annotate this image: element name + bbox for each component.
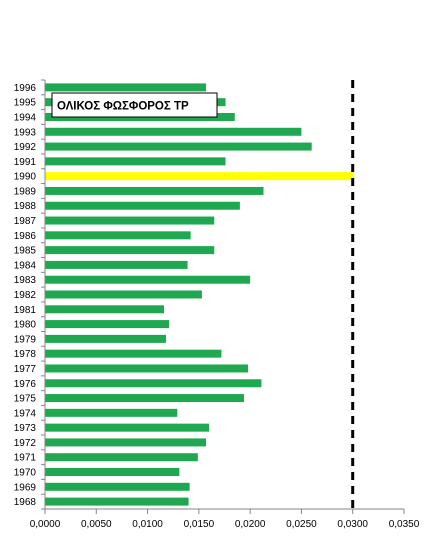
- bar-1981: [45, 305, 164, 314]
- bar-1974: [45, 408, 178, 417]
- x-tick-label-7: 0,0350: [389, 519, 420, 530]
- bar-1976: [45, 379, 262, 388]
- y-tick-label-1993: 1993: [14, 127, 37, 138]
- x-tick-label-2: 0,0100: [132, 519, 163, 530]
- x-tick-label-5: 0,0250: [286, 519, 317, 530]
- bar-1987: [45, 216, 215, 225]
- bar-1973: [45, 423, 210, 432]
- bar-1992: [45, 142, 312, 151]
- chart-title: ΟΛΙΚΟΣ ΦΩΣΦΟΡΟΣ TP: [57, 101, 189, 113]
- y-tick-label-1975: 1975: [14, 394, 37, 405]
- y-tick-label-1977: 1977: [14, 364, 37, 375]
- y-tick-label-1991: 1991: [14, 157, 37, 168]
- y-tick-label-1972: 1972: [14, 438, 37, 449]
- y-tick-label-1988: 1988: [14, 201, 37, 212]
- y-tick-label-1981: 1981: [14, 305, 37, 316]
- y-tick-label-1984: 1984: [14, 260, 37, 271]
- y-tick-label-1994: 1994: [14, 112, 37, 123]
- bar-1979: [45, 334, 167, 343]
- y-tick-label-1970: 1970: [14, 468, 37, 479]
- y-tick-label-1971: 1971: [14, 453, 37, 464]
- bar-1971: [45, 453, 198, 462]
- y-tick-label-1976: 1976: [14, 379, 37, 390]
- bar-1975: [45, 394, 244, 403]
- y-tick-label-1985: 1985: [14, 246, 37, 257]
- y-tick-label-1996: 1996: [14, 83, 37, 94]
- y-tick-label-1979: 1979: [14, 334, 37, 345]
- x-tick-label-4: 0,0200: [235, 519, 266, 530]
- chart-title-box: ΟΛΙΚΟΣ ΦΩΣΦΟΡΟΣ TP: [51, 92, 218, 118]
- y-tick-label-1983: 1983: [14, 275, 37, 286]
- x-tick-label-6: 0,0300: [337, 519, 368, 530]
- axes-group: [41, 79, 405, 514]
- y-tick-label-1992: 1992: [14, 142, 37, 153]
- y-tick-label-1980: 1980: [14, 320, 37, 331]
- bar-1990: [45, 172, 354, 181]
- bar-1972: [45, 438, 207, 447]
- bar-1984: [45, 260, 188, 269]
- y-tick-label-1990: 1990: [14, 172, 37, 183]
- bar-1969: [45, 482, 190, 491]
- bar-1982: [45, 290, 202, 299]
- bar-1991: [45, 157, 226, 166]
- x-tick-label-3: 0,0150: [184, 519, 215, 530]
- y-tick-label-1973: 1973: [14, 423, 37, 434]
- bar-1983: [45, 275, 251, 284]
- y-tick-label-1974: 1974: [14, 408, 37, 419]
- y-tick-label-1982: 1982: [14, 290, 37, 301]
- bar-1993: [45, 127, 302, 136]
- bar-1977: [45, 364, 249, 373]
- y-tick-label-1969: 1969: [14, 482, 37, 493]
- y-tick-label-1978: 1978: [14, 349, 37, 360]
- bar-1968: [45, 497, 189, 506]
- y-tick-label-1995: 1995: [14, 98, 37, 109]
- bar-1988: [45, 201, 240, 210]
- y-tick-label-1968: 1968: [14, 497, 37, 508]
- x-tick-label-1: 0,0050: [81, 519, 112, 530]
- bar-1989: [45, 186, 264, 195]
- y-tick-labels: 1968 1969 1970 1971 1972 1973 1974 1975 1976 1977…: [14, 83, 37, 508]
- bar-1996: [45, 83, 207, 92]
- bar-1970: [45, 468, 180, 477]
- y-tick-label-1989: 1989: [14, 186, 37, 197]
- x-tick-labels: 0,0000 0,0050 0,0100 0,0150 0,0200 0,0250 0,03…: [30, 519, 420, 530]
- bar-1986: [45, 231, 191, 240]
- bar-1980: [45, 320, 170, 329]
- y-tick-label-1986: 1986: [14, 231, 37, 242]
- bar-1985: [45, 246, 215, 255]
- chart-title-frame: [51, 92, 218, 118]
- bar-1978: [45, 349, 222, 358]
- x-tick-label-0: 0,0000: [30, 519, 61, 530]
- y-tick-label-1987: 1987: [14, 216, 37, 227]
